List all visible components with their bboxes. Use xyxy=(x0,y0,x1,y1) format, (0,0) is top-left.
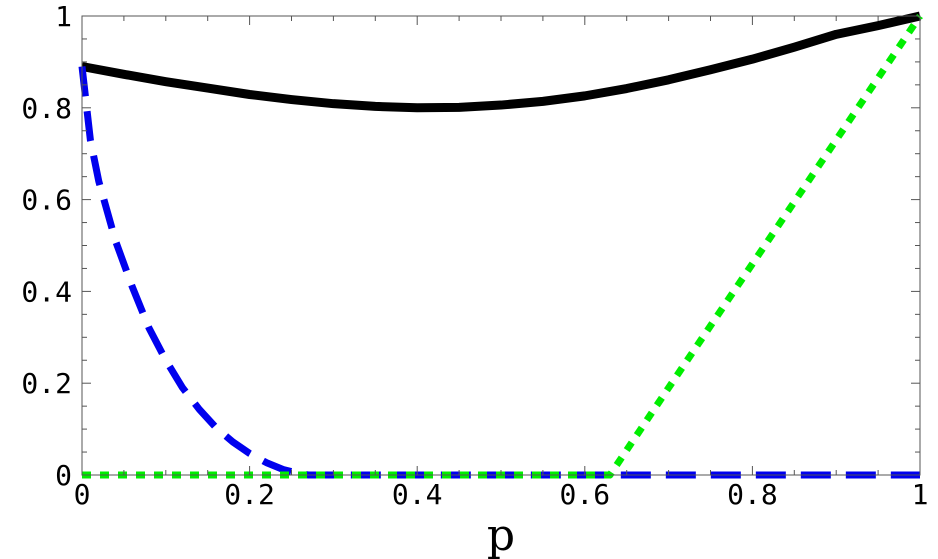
x-tick-labels: 0 0.2 0.4 0.6 0.8 1 xyxy=(74,478,929,511)
y-tick-label: 0.8 xyxy=(21,92,72,125)
x-tick-label: 0.4 xyxy=(392,478,443,511)
y-tick-label: 0.6 xyxy=(21,184,72,217)
series-dashed-line xyxy=(78,66,920,479)
x-tick-label: 1 xyxy=(912,478,929,511)
y-tick-label: 0.4 xyxy=(21,275,72,308)
y-tick-label: 0 xyxy=(55,459,72,492)
y-tick-label: 1 xyxy=(55,0,72,33)
y-tick-labels: 0 0.2 0.4 0.6 0.8 1 xyxy=(21,0,72,492)
y-tick-label: 0.2 xyxy=(21,367,72,400)
x-tick-label: 0 xyxy=(74,478,91,511)
series-lines xyxy=(78,11,923,479)
x-axis-title: p xyxy=(487,510,515,559)
x-tick-label: 0.6 xyxy=(560,478,611,511)
x-tick-label: 0.8 xyxy=(727,478,778,511)
axis-ticks xyxy=(81,15,921,476)
series-solid-line xyxy=(81,11,922,113)
x-tick-label: 0.2 xyxy=(224,478,275,511)
